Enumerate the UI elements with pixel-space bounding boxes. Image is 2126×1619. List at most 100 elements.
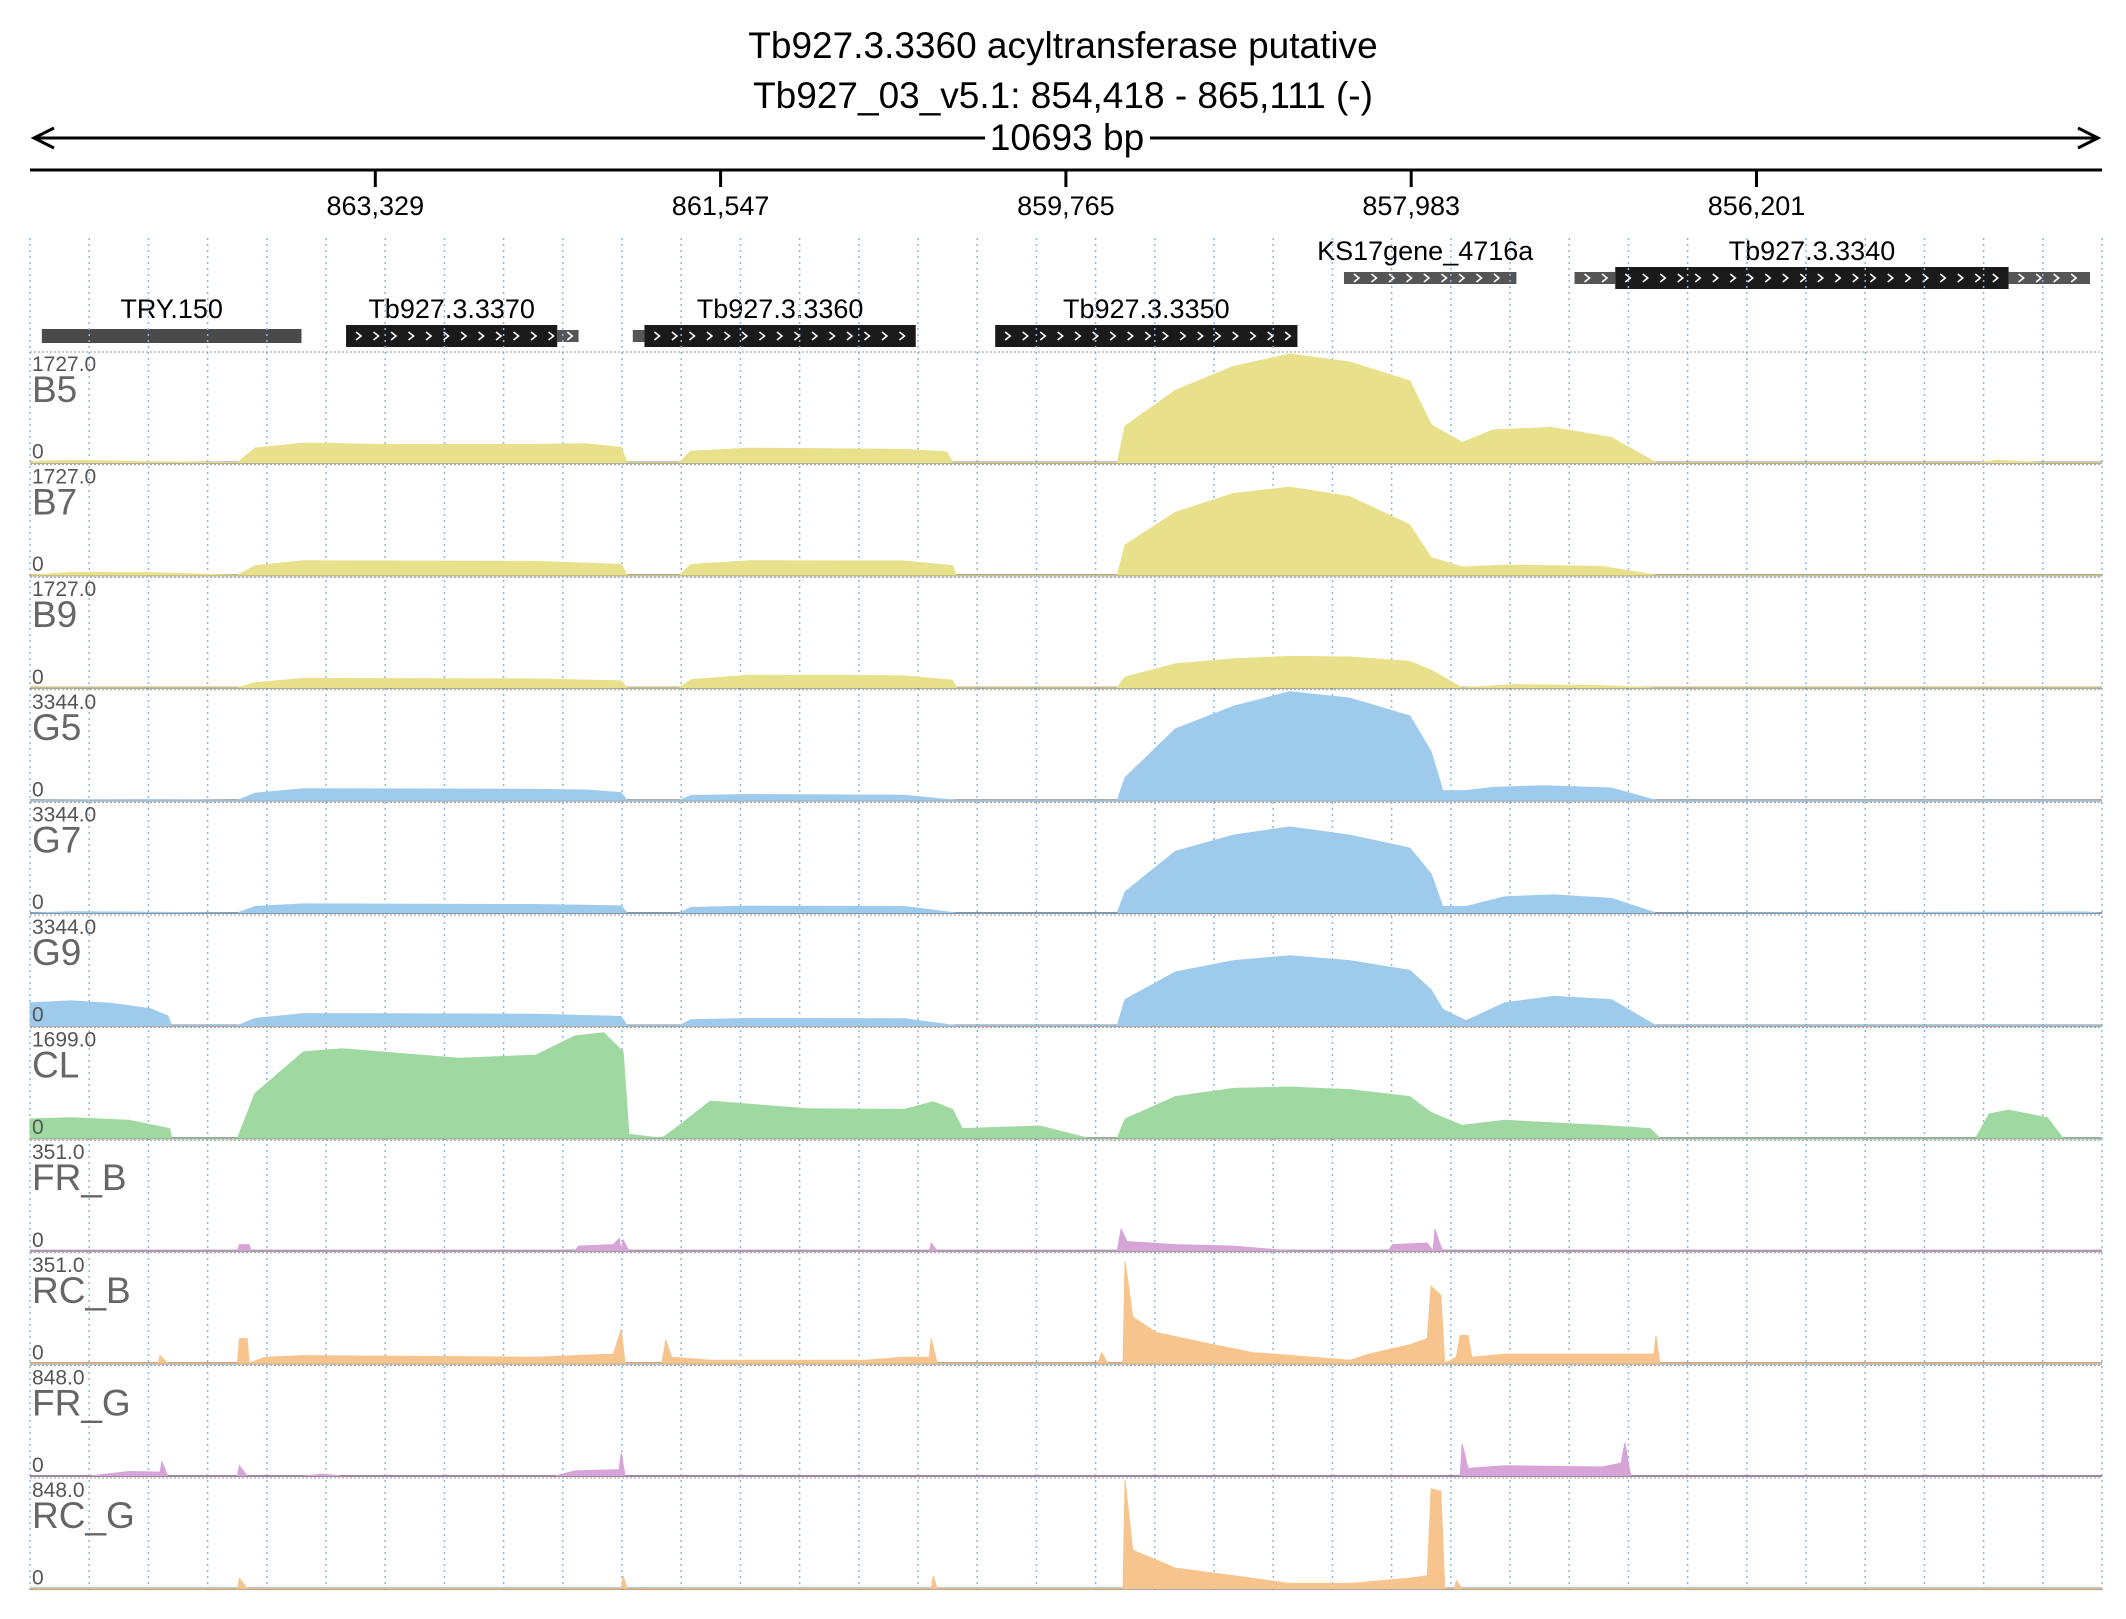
track-fr-g: 848.0FR_G 0 [30,1364,2102,1477]
track-zero-label: 0 [32,1341,44,1364]
track-name: RC_G [32,1495,135,1536]
gene-strand-chevron [1694,273,1702,283]
gene-strand-chevron [1957,273,1965,283]
coverage-area [29,486,2102,576]
gene-utr-segment [2008,272,2090,284]
gene-strand-chevron [1904,273,1912,283]
gene-strand-chevron [1004,331,1012,341]
axis-tick-label: 859,765 [1017,191,1115,221]
gene-strand-chevron [1179,331,1187,341]
gene-strand-chevron [1869,273,1877,283]
track-cl: 1699.0CL 0 [29,1027,2102,1140]
track-g7: 3344.0G7 0 [29,801,2103,914]
track-max-label: 3344.0 [32,916,96,939]
coverage-tracks: 1727.0B501727.0B701727.0B903344.0G503344… [29,238,2103,1591]
gene-strand-chevron [1074,331,1082,341]
gene-feature [644,325,916,347]
track-zero-label: 0 [32,441,44,464]
track-g5: 3344.0G5 0 [29,689,2102,802]
gene-strand-chevron [1747,273,1755,283]
gene-strand-chevron [478,331,485,341]
track-zero-label: 0 [32,1004,44,1027]
gene-strand-chevron [1493,273,1501,283]
gene-strand-chevron [1974,273,1982,283]
gene-strand-chevron [1782,273,1790,283]
track-g9: 3344.0G9 0 [29,914,2102,1027]
gene-strand-chevron [1405,273,1413,283]
axis-tick-label: 857,983 [1362,191,1460,221]
gene-strand-chevron [1677,273,1685,283]
track-max-label: 1727.0 [32,466,96,489]
track-max-label: 848.0 [32,1479,85,1502]
gene-strand-chevron [863,331,871,341]
track-zero-label: 0 [32,1229,44,1252]
gene-strand-chevron [2018,273,2025,283]
coverage-area [30,655,2102,689]
track-zero-label: 0 [32,1116,44,1139]
gene-feature [346,325,558,347]
gene-strand-chevron [1834,273,1842,283]
span-arrow: 10693 bp [30,117,2102,158]
track-name: B5 [32,369,77,410]
gene-strand-chevron [1370,273,1378,283]
axis-tick-label: 861,547 [672,191,770,221]
gene-strand-chevron [1162,331,1169,341]
gene-strand-chevron [828,331,836,341]
gene-utr-segment [632,330,645,342]
gene-strand-chevron [1197,331,1204,341]
track-b5: 1727.0B5 0 [29,351,2102,464]
track-name: FR_G [32,1382,131,1423]
gene-strand-chevron [1284,331,1292,341]
track-max-label: 848.0 [32,1366,85,1389]
gene-strand-chevron [1440,273,1448,283]
axis-tick-label: 856,201 [1708,191,1806,221]
gene-strand-chevron [1039,331,1047,341]
gene-strand-chevron [1584,273,1591,283]
gene-feature [1615,267,2009,289]
gene-strand-chevron [408,331,415,341]
gene-strand-chevron [513,331,520,341]
gene-strand-chevron [1852,273,1860,283]
track-name: G7 [32,819,81,860]
gene-strand-chevron [706,331,714,341]
span-arrow-head-left [30,126,55,150]
track-zero-label: 0 [32,1454,44,1477]
gene-strand-chevron [758,331,766,341]
gene-label: TRY.150 [120,294,223,324]
track-fr-b: 351.0FR_B 0 [30,1139,2102,1253]
gene-feature [41,329,302,343]
gene-strand-chevron [425,331,433,341]
gene-strand-chevron [1057,331,1064,341]
gene-strand-chevron [443,331,450,341]
gene-strand-chevron [688,331,696,341]
track-max-label: 3344.0 [32,691,96,714]
gene-strand-chevron [846,331,854,341]
gene-strand-chevron [1388,273,1396,283]
gene-strand-chevron [1601,273,1609,283]
gene-strand-chevron [2035,273,2043,283]
gene-label: Tb927.3.3350 [1063,294,1230,324]
gene-utr-segment [1574,272,1616,284]
coverage-area [29,353,2102,464]
track-b9: 1727.0B9 0 [30,576,2102,689]
gene-strand-chevron [1423,273,1431,283]
gene-strand-chevron [2053,273,2060,283]
gene-strand-chevron [566,331,574,341]
chart-subtitle: Tb927_03_v5.1: 854,418 - 865,111 (-) [753,75,1373,116]
gene-label: Tb927.3.3360 [697,294,864,324]
track-name: CL [32,1045,79,1086]
gene-strand-chevron [1712,273,1720,283]
track-zero-label: 0 [32,1567,44,1590]
track-name: FR_B [32,1157,127,1198]
coverage-area [30,1479,2102,1590]
gene-strand-chevron [1109,331,1117,341]
gene-strand-chevron [1659,273,1667,283]
gene-strand-chevron [2070,273,2078,283]
gene-strand-chevron [741,331,749,341]
gene-strand-chevron [1127,331,1134,341]
gene-strand-chevron [1887,273,1895,283]
gene-strand-chevron [373,331,380,341]
gene-strand-chevron [653,331,661,341]
gene-strand-chevron [671,331,679,341]
